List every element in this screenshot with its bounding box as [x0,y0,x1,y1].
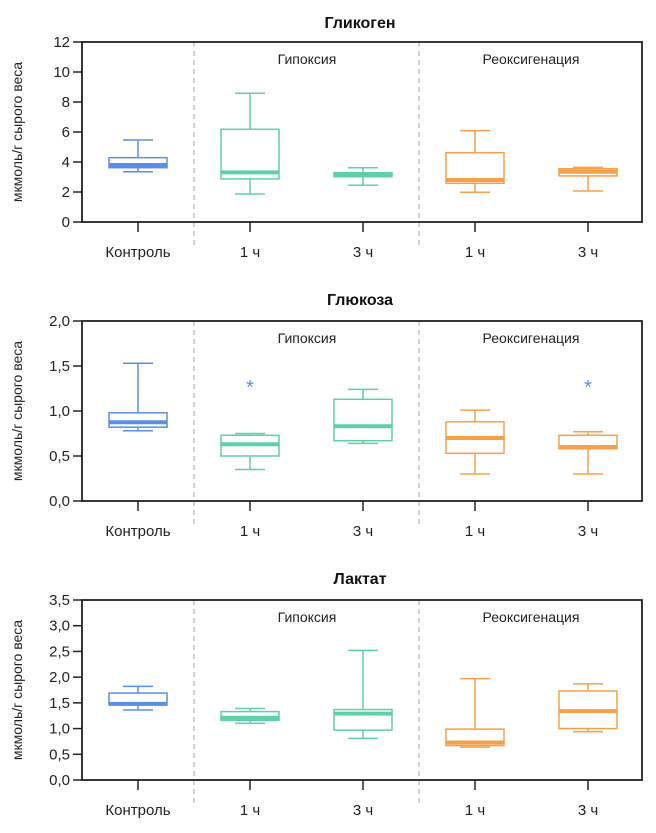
y-axis-label: мкмоль/г сырого веса [9,341,25,481]
chart-title: Глюкоза [327,292,393,309]
x-tick-label: 3 ч [578,244,598,261]
chart-title: Гликоген [324,15,395,32]
y-tick-label: 10 [53,64,70,81]
y-tick-label: 8 [62,94,70,111]
y-tick-label: 3,0 [49,618,70,635]
significance-asterisk: * [584,377,592,399]
x-tick-label: 3 ч [578,802,598,819]
y-tick-label: 12 [53,34,70,51]
section-label: Гипоксия [278,609,337,625]
section-label: Гипоксия [278,51,337,67]
section-label: Реоксигенация [483,51,580,67]
y-tick-label: 2,5 [49,643,70,660]
section-label: Реоксигенация [483,330,580,346]
section-label: Гипоксия [278,330,337,346]
y-tick-label: 1,5 [49,358,70,375]
box-iqr [108,156,168,169]
x-tick-label: 1 ч [465,802,485,819]
y-tick-label: 1,0 [49,403,70,420]
x-tick-label: 3 ч [353,244,373,261]
x-tick-label: Контроль [105,802,170,819]
y-tick-label: 2,0 [49,669,70,686]
plot-frame [81,599,643,781]
y-tick-label: 1,5 [49,695,70,712]
x-tick-label: 1 ч [465,523,485,540]
y-tick-label: 6 [62,124,70,141]
x-tick-label: 1 ч [240,802,260,819]
y-tick-label: 4 [62,154,70,171]
y-tick-label: 0,5 [49,448,70,465]
x-tick-label: 3 ч [578,523,598,540]
y-tick-label: 2,0 [49,313,70,330]
y-tick-label: 1,0 [49,721,70,738]
y-axis-label: мкмоль/г сырого веса [9,620,25,760]
x-tick-label: 1 ч [240,244,260,261]
x-tick-label: Контроль [105,523,170,540]
y-tick-label: 3,5 [49,592,70,609]
y-axis-label: мкмоль/г сырого веса [9,62,25,202]
y-tick-label: 2 [62,184,70,201]
box-iqr [108,412,168,428]
y-tick-label: 0,0 [49,493,70,510]
x-tick-label: 1 ч [465,244,485,261]
x-tick-label: 3 ч [353,802,373,819]
plot-frame [81,41,643,223]
y-tick-label: 0,5 [49,746,70,763]
chart-title: Лактат [333,571,386,588]
x-tick-label: 3 ч [353,523,373,540]
box-iqr [333,398,393,442]
significance-asterisk: * [246,377,254,399]
y-tick-label: 0 [62,214,70,231]
x-tick-label: Контроль [105,244,170,261]
y-tick-label: 0,0 [49,772,70,789]
x-tick-label: 1 ч [240,523,260,540]
section-label: Реоксигенация [483,609,580,625]
